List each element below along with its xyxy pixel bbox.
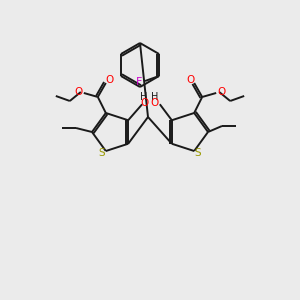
Text: H: H <box>140 92 148 102</box>
Text: O: O <box>217 87 225 97</box>
Text: F: F <box>136 77 142 87</box>
Text: O: O <box>140 98 148 108</box>
Text: O: O <box>75 87 83 97</box>
Text: S: S <box>98 148 105 158</box>
Text: O: O <box>151 98 159 108</box>
Text: O: O <box>186 75 194 85</box>
Text: O: O <box>106 75 114 85</box>
Text: S: S <box>195 148 202 158</box>
Text: H: H <box>151 92 158 102</box>
